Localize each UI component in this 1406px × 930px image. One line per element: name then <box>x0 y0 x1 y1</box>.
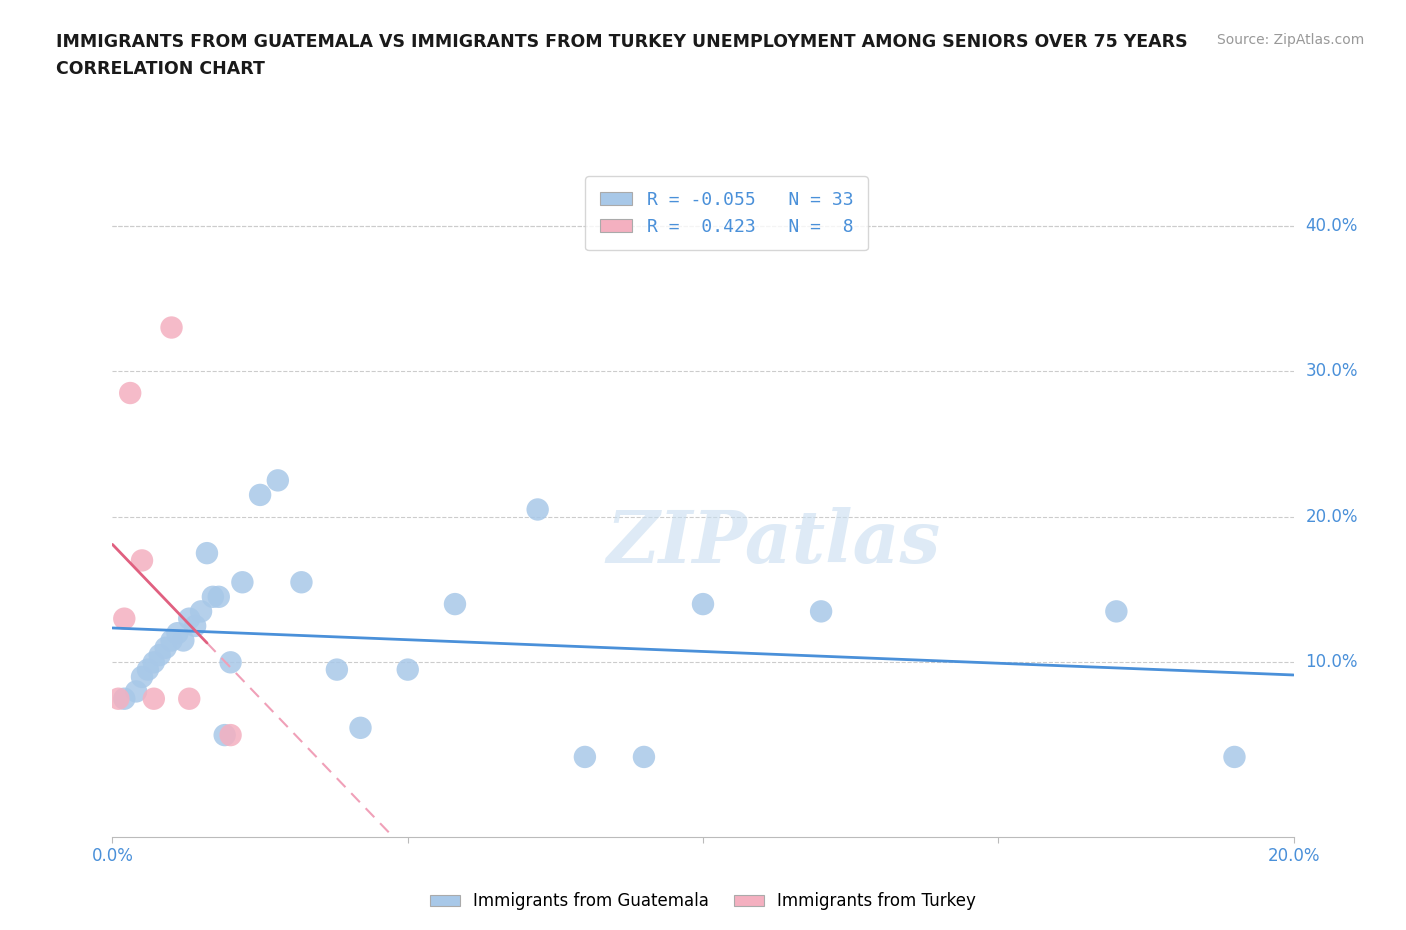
Text: 30.0%: 30.0% <box>1305 362 1358 380</box>
Point <box>574 750 596 764</box>
Point <box>231 575 253 590</box>
Point <box>219 655 242 670</box>
Point <box>249 487 271 502</box>
Text: Source: ZipAtlas.com: Source: ZipAtlas.com <box>1216 33 1364 46</box>
Point <box>131 670 153 684</box>
Point <box>166 626 188 641</box>
Point <box>290 575 312 590</box>
Point <box>107 691 129 706</box>
Point <box>160 320 183 335</box>
Point <box>396 662 419 677</box>
Legend: Immigrants from Guatemala, Immigrants from Turkey: Immigrants from Guatemala, Immigrants fr… <box>423 885 983 917</box>
Text: 40.0%: 40.0% <box>1305 217 1358 234</box>
Text: IMMIGRANTS FROM GUATEMALA VS IMMIGRANTS FROM TURKEY UNEMPLOYMENT AMONG SENIORS O: IMMIGRANTS FROM GUATEMALA VS IMMIGRANTS … <box>56 33 1188 50</box>
Point <box>810 604 832 618</box>
Point <box>125 684 148 698</box>
Point <box>149 647 172 662</box>
Text: CORRELATION CHART: CORRELATION CHART <box>56 60 266 78</box>
Point <box>444 597 467 612</box>
Point <box>179 691 201 706</box>
Point <box>201 590 224 604</box>
Point <box>1223 750 1246 764</box>
Text: 20.0%: 20.0% <box>1305 508 1358 525</box>
Point <box>195 546 218 561</box>
Point <box>692 597 714 612</box>
Point <box>526 502 548 517</box>
Point <box>326 662 349 677</box>
Point <box>184 618 207 633</box>
Point <box>120 386 142 401</box>
Point <box>633 750 655 764</box>
Text: ZIPatlas: ZIPatlas <box>607 507 941 578</box>
Legend: R = -0.055   N = 33, R =  0.423   N =  8: R = -0.055 N = 33, R = 0.423 N = 8 <box>585 177 868 250</box>
Point <box>160 633 183 648</box>
Point <box>155 641 177 656</box>
Point <box>112 691 135 706</box>
Point <box>1105 604 1128 618</box>
Point <box>131 553 153 568</box>
Point <box>267 473 290 488</box>
Point <box>172 633 194 648</box>
Point <box>142 655 165 670</box>
Point <box>219 727 242 742</box>
Point <box>136 662 159 677</box>
Point <box>208 590 231 604</box>
Point <box>112 611 135 626</box>
Point <box>190 604 212 618</box>
Point <box>142 691 165 706</box>
Point <box>349 721 371 736</box>
Text: 10.0%: 10.0% <box>1305 653 1358 671</box>
Point <box>214 727 236 742</box>
Point <box>179 611 201 626</box>
